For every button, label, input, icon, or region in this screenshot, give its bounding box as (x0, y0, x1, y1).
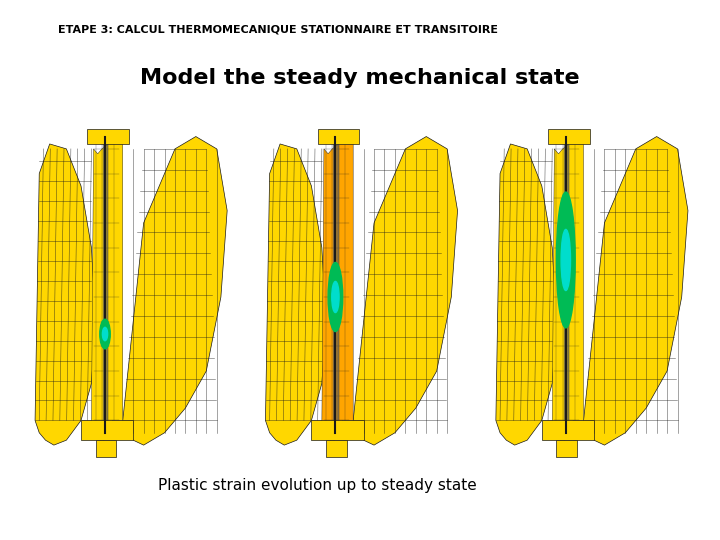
Text: ETAPE 3: CALCUL THERMOMECANIQUE STATIONNAIRE ET TRANSITOIRE: ETAPE 3: CALCUL THERMOMECANIQUE STATIONN… (58, 24, 498, 35)
Polygon shape (541, 421, 594, 440)
Polygon shape (96, 440, 117, 457)
Polygon shape (322, 137, 353, 445)
Ellipse shape (100, 319, 110, 349)
Ellipse shape (102, 327, 107, 341)
Polygon shape (81, 421, 133, 440)
Ellipse shape (557, 192, 575, 328)
Polygon shape (583, 137, 688, 445)
Polygon shape (552, 137, 583, 445)
Text: Plastic strain evolution up to steady state: Plastic strain evolution up to steady st… (158, 478, 477, 493)
Polygon shape (326, 440, 347, 457)
Polygon shape (333, 137, 338, 433)
Polygon shape (557, 440, 577, 457)
Ellipse shape (561, 230, 570, 291)
Polygon shape (564, 137, 568, 433)
Ellipse shape (328, 262, 343, 332)
Polygon shape (353, 137, 458, 445)
Polygon shape (266, 144, 326, 445)
Polygon shape (122, 137, 227, 445)
Polygon shape (496, 144, 557, 445)
Polygon shape (91, 137, 122, 445)
Polygon shape (87, 129, 129, 144)
Polygon shape (103, 137, 107, 433)
Text: Model the steady mechanical state: Model the steady mechanical state (140, 68, 580, 87)
Polygon shape (318, 129, 359, 144)
Polygon shape (35, 144, 96, 445)
Polygon shape (548, 129, 590, 144)
Ellipse shape (332, 281, 339, 313)
Polygon shape (311, 421, 364, 440)
